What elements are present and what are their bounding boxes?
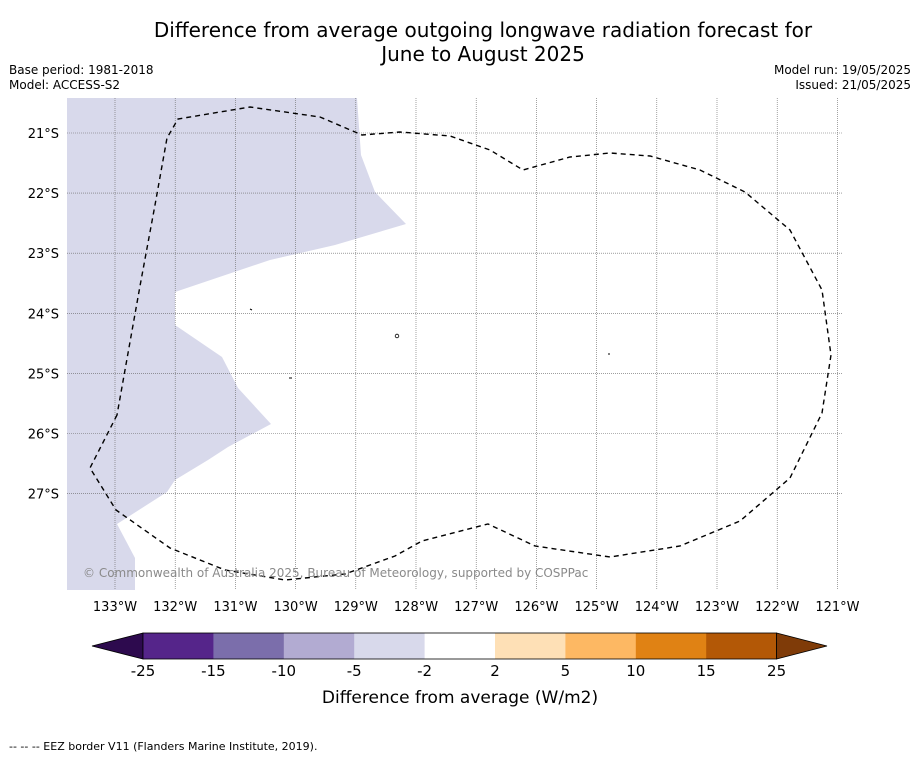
island-markers [249, 308, 610, 379]
map-area: © Commonwealth of Australia 2025, Bureau… [67, 98, 843, 590]
latitude-label: 26°S [28, 428, 59, 443]
longitude-label: 127°W [454, 600, 498, 615]
colorbar-segment [213, 633, 285, 659]
latitude-label: 25°S [28, 367, 59, 382]
longitude-label: 126°W [514, 600, 558, 615]
colorbar-segment [565, 633, 637, 659]
colorbar-tick-label: -5 [347, 662, 362, 680]
latitude-label: 22°S [28, 187, 59, 202]
colorbar-segment [495, 633, 566, 659]
map-title: Difference from average outgoing longwav… [0, 18, 919, 66]
base-period: Base period: 1981-2018 [9, 63, 154, 77]
eez-source-note: -- -- -- EEZ border V11 (Flanders Marine… [9, 740, 318, 753]
colorbar-tick-label: 10 [626, 662, 645, 680]
colorbar-outline [142, 632, 777, 660]
latitude-label: 27°S [28, 488, 59, 503]
model-name: Model: ACCESS-S2 [9, 78, 121, 92]
latitude-label: 23°S [28, 247, 59, 262]
longitude-label: 129°W [334, 600, 378, 615]
colorbar-extend-high [776, 632, 828, 660]
latitude-label: 24°S [28, 307, 59, 322]
colorbar-segment [424, 633, 496, 659]
longitude-label: 133°W [93, 600, 137, 615]
colorbar-tick-label: 2 [490, 662, 500, 680]
colorbar-segment [354, 633, 426, 659]
longitude-label: 123°W [695, 600, 739, 615]
graticule [67, 98, 843, 590]
longitude-label: 121°W [815, 600, 859, 615]
colorbar-tick-label: -15 [201, 662, 226, 680]
longitude-label: 130°W [274, 600, 318, 615]
colorbar-segment [635, 633, 707, 659]
latitude-label: 21°S [28, 127, 59, 142]
meta-left: Base period: 1981-2018 Model: ACCESS-S2 [9, 63, 154, 93]
longitude-labels: 133°W 132°W 131°W 130°W 129°W 128°W 127°W 126°W… [93, 600, 860, 615]
longitude-label: 124°W [635, 600, 679, 615]
title-line-1: Difference from average outgoing longwav… [153, 18, 813, 42]
colorbar-extend-low [91, 632, 144, 660]
eez-border [89, 106, 832, 581]
colorbar-title: Difference from average (W/m2) [322, 688, 598, 708]
colorbar-segment [706, 633, 778, 659]
colorbar-segment [283, 633, 355, 659]
issued-date: Issued: 21/05/2025 [795, 78, 911, 92]
colorbar-segment [143, 633, 214, 659]
colorbar-tick-label: -2 [417, 662, 432, 680]
longitude-label: 132°W [153, 600, 197, 615]
colorbar-tick-label: -10 [272, 662, 297, 680]
copyright-notice: © Commonwealth of Australia 2025, Bureau… [83, 566, 588, 580]
colorbar: -25 -15 -10 -5 -2 2 5 10 15 25 [91, 632, 828, 680]
title-line-2: June to August 2025 [381, 42, 585, 66]
colorbar-tick-label: -25 [131, 662, 156, 680]
longitude-label: 128°W [394, 600, 438, 615]
colorbar-tick-label: 25 [767, 662, 786, 680]
meta-right: Model run: 19/05/2025 Issued: 21/05/2025 [774, 63, 911, 93]
colorbar-tick-label: 5 [561, 662, 571, 680]
longitude-label: 131°W [213, 600, 257, 615]
latitude-labels: 21°S 22°S 23°S 24°S 25°S 26°S 27°S [28, 127, 59, 503]
model-run: Model run: 19/05/2025 [773, 63, 911, 77]
longitude-label: 125°W [575, 600, 619, 615]
colorbar-tick-label: 15 [697, 662, 716, 680]
longitude-label: 122°W [755, 600, 799, 615]
